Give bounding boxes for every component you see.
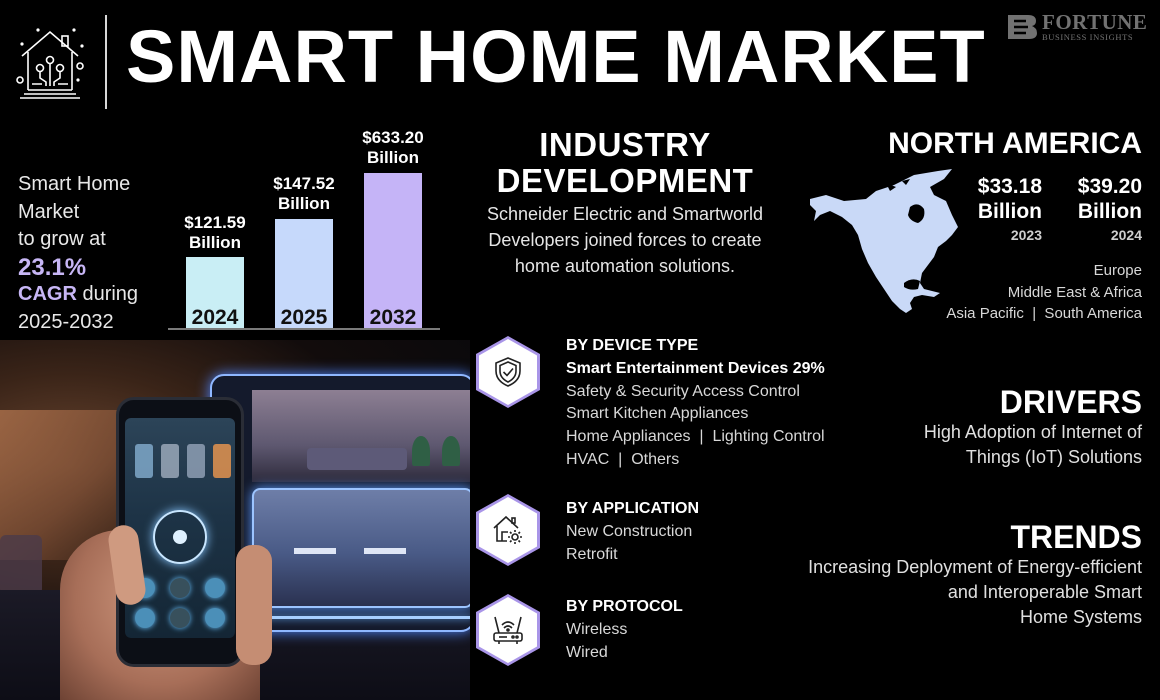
segment-device-type: BY DEVICE TYPE Smart Entertainment Devic… [566, 335, 825, 472]
brand-logo: FORTUNE BUSINESS INSIGHTS [1006, 12, 1147, 42]
fortune-fb-logo-icon [1008, 15, 1037, 39]
shield-check-icon [495, 357, 521, 387]
na-value: $39.20 [1077, 175, 1142, 198]
segment-item: Retrofit [566, 545, 618, 563]
application-badge [476, 494, 540, 566]
north-america-map [810, 169, 958, 313]
page-title: SMART HOME MARKET [126, 15, 986, 98]
house-gear-icon [493, 515, 522, 544]
bar-2024: 2024 [186, 257, 244, 329]
na-stat-2024: $39.20 Billion 2024 [1062, 174, 1142, 246]
segment-title: BY DEVICE TYPE [566, 337, 699, 354]
segment-application: BY APPLICATION New Construction Retrofit [566, 498, 699, 566]
protocol-badge [476, 594, 540, 666]
segment-title: BY PROTOCOL [566, 598, 683, 615]
industry-title: INDUSTRY DEVELOPMENT [496, 126, 754, 199]
smart-house-icon [16, 24, 84, 100]
wifi-router-icon [493, 616, 523, 644]
bar-year-label: 2024 [191, 306, 239, 329]
region-item: Asia Pacific | South America [946, 305, 1142, 322]
market-size-bar-chart: $121.59 Billion 2024 $147.52 Billion 2025 … [168, 120, 440, 332]
bar-value-label: $121.59 Billion [184, 213, 246, 252]
na-year: 2023 [1010, 227, 1042, 243]
cagr-period: 2025-2032 [18, 310, 114, 333]
header-divider [105, 15, 107, 109]
cagr-summary: Smart Home Market to grow at 23.1% CAGR … [18, 171, 138, 336]
industry-development: INDUSTRY DEVELOPMENT Schneider Electric a… [472, 127, 778, 279]
na-stat-2023: $33.18 Billion 2023 [962, 174, 1042, 246]
bar-value-label: $633.20 Billion [362, 128, 424, 167]
cagr-label: CAGR [18, 283, 77, 305]
segment-item: New Construction [566, 522, 693, 540]
device-type-badge [476, 336, 540, 408]
chart-baseline [168, 328, 440, 330]
segment-protocol: BY PROTOCOL Wireless Wired [566, 596, 683, 664]
cagr-during: during [76, 283, 139, 305]
na-unit: Billion [1077, 200, 1142, 223]
other-regions: Europe Middle East & Africa Asia Pacific… [946, 260, 1142, 325]
region-item: Europe [1093, 262, 1142, 279]
industry-text: Schneider Electric and Smartworld Develop… [486, 204, 764, 276]
bar-2032: 2032 [364, 173, 422, 329]
segment-item: HVAC | Others [566, 450, 680, 468]
drivers-text: High Adoption of Internet of Things (IoT)… [923, 422, 1142, 467]
smart-home-illustration [0, 340, 470, 700]
trends-title: TRENDS [1010, 519, 1142, 555]
na-value: $33.18 [977, 175, 1042, 198]
segment-item: Smart Kitchen Appliances [566, 405, 749, 423]
bar-2025: 2025 [275, 219, 333, 329]
segment-title: BY APPLICATION [566, 500, 700, 517]
cagr-rate: 23.1% [18, 253, 87, 281]
trends-section: TRENDS Increasing Deployment of Energy-e… [808, 519, 1142, 630]
cagr-line: CAGR during [18, 281, 138, 309]
trends-text: Increasing Deployment of Energy-efficien… [808, 557, 1142, 627]
drivers-section: DRIVERS High Adoption of Internet of Thin… [924, 384, 1142, 470]
na-unit: Billion [977, 200, 1042, 223]
cagr-line: Smart Home [18, 173, 131, 195]
segment-item: Safety & Security Access Control [566, 382, 800, 400]
brand-name: FORTUNE [1042, 10, 1148, 34]
segment-item: Wired [566, 643, 608, 661]
north-america-title: NORTH AMERICA [888, 127, 1142, 160]
bar-value-label: $147.52 Billion [273, 174, 335, 213]
segment-item: Home Appliances | Lighting Control [566, 428, 825, 446]
drivers-title: DRIVERS [999, 384, 1142, 420]
na-year: 2024 [1110, 227, 1142, 243]
bar-year-label: 2025 [280, 306, 328, 329]
region-item: Middle East & Africa [1007, 283, 1142, 301]
cagr-line: to grow at [18, 228, 106, 250]
segment-item: Wireless [566, 620, 628, 638]
segment-item: Smart Entertainment Devices 29% [566, 359, 825, 377]
bar-year-label: 2032 [369, 306, 417, 329]
brand-subtitle: BUSINESS INSIGHTS [1042, 32, 1134, 42]
cagr-line: Market [18, 200, 80, 223]
